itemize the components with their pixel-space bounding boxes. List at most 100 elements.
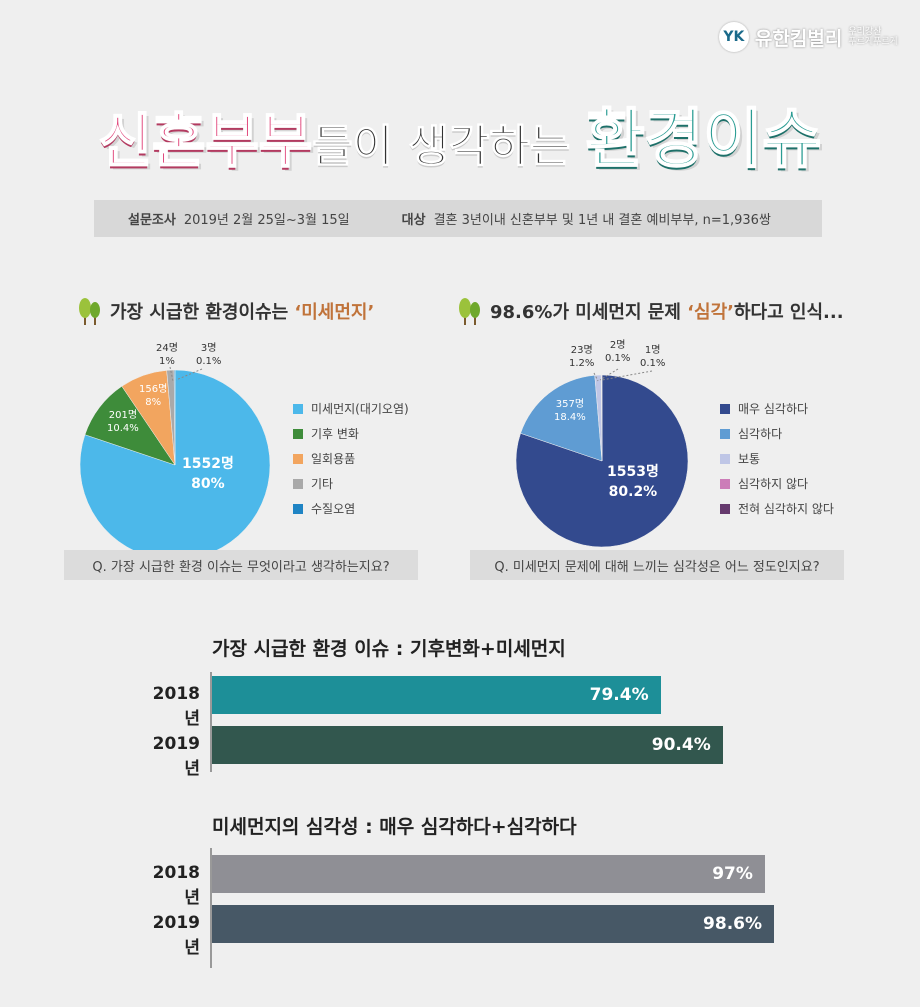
- pie2-slice4-count: 1명: [644, 345, 661, 356]
- pie1-slice0-count: 1552명: [182, 456, 234, 472]
- bar1-axis: [210, 672, 212, 772]
- brand-logo-icon: YK: [718, 22, 749, 52]
- page-title: 신혼부부들이 생각하는 환경이슈: [0, 88, 920, 180]
- pie2-chart: [516, 375, 688, 547]
- pie2-legend-item-4: 전혀 심각하지 않다: [720, 496, 834, 521]
- pie2-label-slice1: 357명 18.4%: [554, 398, 586, 424]
- title-part2: 들이 생각하는: [312, 121, 586, 173]
- pie2-slice0-count: 1553명: [607, 464, 659, 480]
- legend-swatch: [293, 453, 303, 464]
- pie2-label-slice4: 1명 0.1%: [640, 344, 665, 370]
- bar1-label-0: 79.4%: [589, 685, 649, 705]
- legend-label: 매우 심각하다: [738, 402, 809, 416]
- legend-swatch: [720, 428, 730, 439]
- tree-icon: [459, 298, 480, 325]
- bar1-bar-1: 90.4%: [212, 726, 723, 764]
- legend-swatch: [720, 478, 730, 489]
- pie1-label-slice1: 201명 10.4%: [107, 409, 139, 435]
- bar1-title: 가장 시급한 환경 이슈 : 기후변화+미세먼지: [212, 638, 566, 660]
- pie1-legend-item-3: 기타: [293, 471, 409, 496]
- pie2-question: Q. 미세먼지 문제에 대해 느끼는 심각성은 어느 정도인지요?: [470, 550, 844, 580]
- legend-swatch: [720, 503, 730, 514]
- pie2-slice-1: [520, 375, 603, 462]
- pie2-legend-item-3: 심각하지 않다: [720, 471, 834, 496]
- pie2-title-text: 98.6%가 미세먼지 문제: [490, 302, 688, 323]
- pie1-slice2-pct: 8%: [145, 397, 162, 408]
- pie1-slice2-count: 156명: [139, 384, 168, 395]
- pie2-slice2-pct: 1.2%: [569, 358, 595, 369]
- brand-slogan-line2: 푸르게푸르게: [848, 37, 898, 47]
- pie2-slice2-count: 23명: [570, 345, 593, 356]
- legend-label: 보통: [738, 452, 761, 466]
- pie1-slice-4: [173, 370, 176, 466]
- survey-period-label: 설문조사: [128, 213, 176, 228]
- pie1-chart: [80, 370, 270, 560]
- pie1-slice1-count: 201명: [108, 410, 138, 421]
- pie2-slice1-pct: 18.4%: [554, 412, 586, 423]
- bar2-axis: [210, 848, 212, 968]
- pie2-legend: 매우 심각하다 심각하다 보통 심각하지 않다 전혀 심각하지 않다: [720, 396, 834, 521]
- brand-name: 유한킴벌리: [754, 27, 843, 50]
- pie2-title: 98.6%가 미세먼지 문제 ‘심각’하다고 인식...: [456, 296, 844, 326]
- pie1-slice4-count: 3명: [200, 343, 217, 354]
- pie2-slice4-pct: 0.1%: [640, 358, 666, 369]
- pie2-slice1-count: 357명: [555, 399, 585, 410]
- brand-slogan: 우리강산 푸르게푸르게: [848, 27, 898, 47]
- bar2-label-0: 97%: [712, 864, 753, 884]
- pie1-legend-item-2: 일회용품: [293, 446, 409, 471]
- bar2-label-1: 98.6%: [703, 914, 763, 934]
- bar2-bar-0: 97%: [212, 855, 765, 893]
- pie2-label-slice0: 1553명 80.2%: [607, 462, 659, 502]
- legend-swatch: [293, 428, 303, 439]
- pie1-question: Q. 가장 시급한 환경 이슈는 무엇이라고 생각하는지요?: [64, 550, 418, 580]
- pie2-slice3-pct: 0.1%: [605, 353, 631, 364]
- legend-label: 기타: [311, 477, 334, 491]
- pie2-label-slice2: 23명 1.2%: [569, 344, 594, 370]
- pie1-legend-item-0: 미세먼지(대기오염): [293, 396, 409, 421]
- legend-label: 미세먼지(대기오염): [311, 402, 409, 416]
- bar2-category-1: 2019년: [152, 913, 200, 958]
- pie1-slice4-pct: 0.1%: [196, 356, 222, 367]
- pie2-slice3-count: 2명: [609, 340, 626, 351]
- pie2-slice0-pct: 80.2%: [608, 484, 658, 500]
- survey-period: 설문조사 2019년 2월 25일~3월 15일: [128, 209, 350, 228]
- pie2-label-slice3: 2명 0.1%: [605, 339, 630, 365]
- legend-label: 일회용품: [311, 452, 356, 466]
- bar2-bar-1: 98.6%: [212, 905, 775, 943]
- survey-target: 대상 결혼 3년이내 신혼부부 및 1년 내 결혼 예비부부, n=1,936쌍: [402, 209, 771, 228]
- pie1-legend-item-1: 기후 변화: [293, 421, 409, 446]
- pie1-label-slice3: 24명 1%: [156, 342, 178, 368]
- pie2-title-suffix: 하다고 인식...: [733, 302, 844, 323]
- bar2-category-0: 2018년: [152, 863, 200, 908]
- bar1-category-0: 2018년: [152, 684, 200, 729]
- pie1-title: 가장 시급한 환경이슈는 ‘미세먼지’: [76, 296, 374, 326]
- tree-icon: [79, 298, 100, 325]
- survey-info: 설문조사 2019년 2월 25일~3월 15일 대상 결혼 3년이내 신혼부부 및…: [94, 200, 822, 237]
- pie2-title-highlight: ‘심각’: [687, 302, 734, 323]
- pie1-slice0-pct: 80%: [191, 476, 225, 492]
- title-part3: 환경이슈: [585, 102, 823, 178]
- legend-label: 기후 변화: [311, 427, 359, 441]
- legend-swatch: [720, 403, 730, 414]
- legend-label: 전혀 심각하지 않다: [738, 502, 834, 516]
- pie1-label-slice0: 1552명 80%: [182, 454, 234, 494]
- bar1-category-1: 2019년: [152, 734, 200, 779]
- pie1-slice3-count: 24명: [156, 343, 178, 354]
- legend-swatch: [293, 503, 303, 514]
- bar2-title: 미세먼지의 심각성 : 매우 심각하다+심각하다: [212, 816, 577, 838]
- pie1-title-highlight: ‘미세먼지’: [294, 302, 375, 323]
- survey-period-value: 2019년 2월 25일~3월 15일: [183, 213, 350, 228]
- pie2-leader-lines: [593, 368, 653, 382]
- pie1-leader-lines: [169, 366, 203, 382]
- pie2-legend-item-0: 매우 심각하다: [720, 396, 834, 421]
- pie1-title-text: 가장 시급한 환경이슈는: [110, 302, 295, 323]
- pie1-legend: 미세먼지(대기오염) 기후 변화 일회용품 기타 수질오염: [293, 396, 409, 521]
- legend-label: 심각하다: [738, 427, 783, 441]
- bar1-bar-0: 79.4%: [212, 676, 661, 714]
- pie1-label-slice4: 3명 0.1%: [196, 342, 221, 368]
- legend-swatch: [293, 403, 303, 414]
- brand-logo: YK 유한킴벌리 우리강산 푸르게푸르게: [718, 22, 898, 52]
- survey-target-label: 대상: [401, 213, 426, 228]
- pie2-legend-item-1: 심각하다: [720, 421, 834, 446]
- title-part1: 신혼부부: [98, 106, 313, 176]
